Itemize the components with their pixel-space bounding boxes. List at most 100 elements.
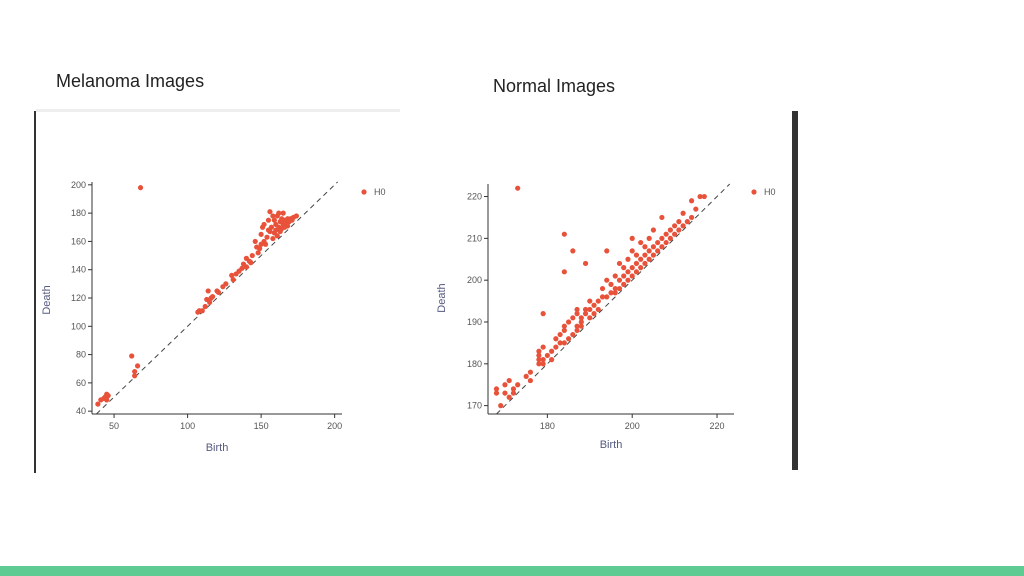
data-point (638, 239, 644, 246)
data-point (561, 269, 567, 275)
data-point (612, 285, 618, 292)
data-point (646, 235, 652, 241)
data-point (252, 238, 258, 245)
data-point (574, 327, 580, 333)
data-point (655, 248, 661, 254)
data-point (578, 315, 584, 321)
data-point (599, 285, 606, 292)
data-point (578, 323, 584, 329)
y-tick-label: 60 (76, 378, 86, 388)
diagonal-line (96, 181, 338, 415)
legend-label: H0 (764, 187, 776, 197)
data-point (612, 273, 618, 279)
data-point (595, 298, 601, 304)
data-point (215, 289, 222, 295)
data-point (506, 394, 512, 400)
y-tick-label: 80 (76, 350, 86, 360)
data-point (587, 298, 593, 304)
data-point (642, 260, 648, 267)
data-point (697, 193, 703, 200)
left-panel-border (34, 111, 36, 473)
data-point (129, 353, 135, 359)
data-point (134, 363, 141, 369)
data-point (540, 357, 546, 363)
data-point (540, 344, 546, 350)
data-point (676, 227, 682, 233)
data-point (257, 245, 263, 252)
data-point (629, 273, 635, 279)
data-point (527, 369, 534, 375)
data-point (280, 210, 286, 216)
data-point (264, 234, 270, 240)
x-tick-label: 220 (710, 421, 725, 431)
data-point (587, 306, 593, 313)
data-point (638, 265, 644, 271)
data-point (582, 311, 589, 317)
legend-marker (361, 189, 367, 195)
data-point (650, 252, 657, 258)
data-point (693, 206, 699, 212)
data-point (650, 227, 657, 233)
data-point (230, 277, 236, 283)
data-point (599, 294, 606, 300)
data-point (663, 239, 669, 246)
data-point (616, 285, 623, 292)
data-point (608, 281, 614, 287)
data-point (536, 352, 542, 359)
data-point (132, 373, 138, 379)
data-point (574, 306, 580, 313)
normal-persistence-diagram: 170 180 190 200 210 220 180 200 220 Birth Death H0 (436, 183, 776, 451)
data-point (633, 269, 640, 275)
data-point (638, 256, 644, 262)
data-point (565, 336, 572, 342)
data-point (557, 340, 563, 346)
data-point (561, 327, 567, 333)
data-point (549, 357, 555, 363)
data-point (202, 303, 208, 310)
x-axis-title: Birth (600, 439, 623, 451)
data-point (582, 306, 589, 313)
data-point (549, 348, 555, 354)
data-point (536, 357, 542, 363)
x-tick-label: 50 (109, 421, 119, 431)
data-point (540, 311, 546, 317)
y-tick-label: 190 (467, 317, 482, 327)
data-point (229, 272, 235, 278)
data-point (270, 235, 276, 242)
data-point (629, 235, 635, 241)
data-point (587, 315, 593, 321)
data-point (680, 210, 686, 216)
data-point (574, 311, 580, 317)
data-point (261, 221, 267, 228)
normal-images-title: Normal Images (493, 76, 616, 96)
data-point (570, 315, 576, 321)
data-point (604, 277, 610, 283)
data-point (684, 219, 690, 225)
data-point (650, 244, 657, 250)
data-point (502, 390, 508, 396)
data-point (621, 265, 627, 271)
data-point (633, 252, 640, 258)
data-point (621, 281, 627, 287)
data-point (265, 217, 272, 223)
data-point (701, 193, 707, 200)
data-point (268, 224, 275, 230)
bottom-accent-band (0, 566, 1024, 576)
data-point (604, 294, 610, 300)
data-point (561, 340, 567, 346)
data-point (557, 331, 563, 338)
y-tick-label: 180 (467, 359, 482, 369)
data-point (672, 231, 678, 237)
data-point (629, 248, 635, 254)
y-tick-label: 200 (467, 275, 482, 285)
data-point (616, 277, 623, 283)
data-point (646, 248, 652, 254)
data-point (510, 390, 517, 396)
y-tick-label: 200 (71, 180, 86, 190)
data-point (540, 361, 546, 367)
data-point (553, 336, 559, 342)
data-point (642, 252, 648, 258)
data-point (105, 393, 111, 399)
data-point (612, 290, 618, 296)
data-point (591, 311, 597, 317)
